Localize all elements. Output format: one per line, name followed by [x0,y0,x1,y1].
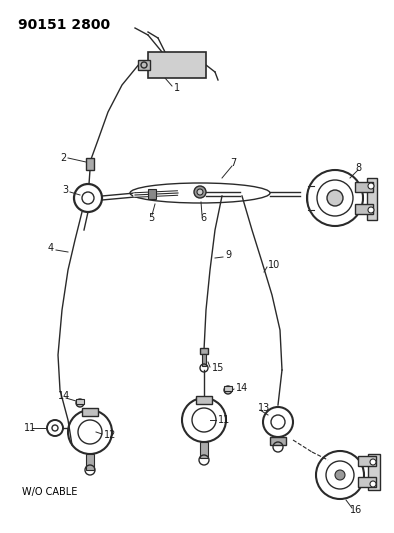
Text: 16: 16 [350,505,362,515]
Text: 8: 8 [355,163,361,173]
Bar [224,386,232,391]
Text: 15: 15 [212,363,224,373]
Text: 10: 10 [268,260,280,270]
Bar [138,60,150,70]
Circle shape [194,186,206,198]
Text: 9: 9 [225,250,231,260]
Text: 6: 6 [200,213,206,223]
Bar [202,354,206,366]
Bar [367,178,377,220]
Text: W/O CABLE: W/O CABLE [22,487,77,497]
Bar [358,477,376,487]
Bar [196,396,212,404]
Bar [200,348,208,354]
Bar [200,442,208,458]
Circle shape [370,459,376,465]
Circle shape [368,207,374,213]
Bar [358,456,376,466]
Bar [270,437,286,445]
Bar [355,182,373,192]
Bar [86,454,94,470]
Text: 90151 2800: 90151 2800 [18,18,110,32]
Bar [76,399,84,404]
Bar [355,204,373,214]
Text: 5: 5 [148,213,154,223]
Text: 1: 1 [174,83,180,93]
Circle shape [368,183,374,189]
Bar [148,189,156,199]
Bar [148,52,206,78]
Circle shape [370,481,376,487]
Bar [82,408,98,416]
Text: 7: 7 [230,158,236,168]
Text: 14: 14 [58,391,70,401]
Circle shape [197,189,203,195]
Text: 3: 3 [62,185,68,195]
Text: 14: 14 [236,383,248,393]
Circle shape [335,470,345,480]
Circle shape [224,386,232,394]
Bar [368,454,380,490]
Text: 4: 4 [48,243,54,253]
Text: 2: 2 [60,153,66,163]
Text: 13: 13 [258,403,270,413]
Text: 11: 11 [24,423,36,433]
Circle shape [76,399,84,407]
Text: 11: 11 [218,415,230,425]
Text: 12: 12 [104,430,116,440]
Circle shape [327,190,343,206]
Bar [86,158,94,170]
